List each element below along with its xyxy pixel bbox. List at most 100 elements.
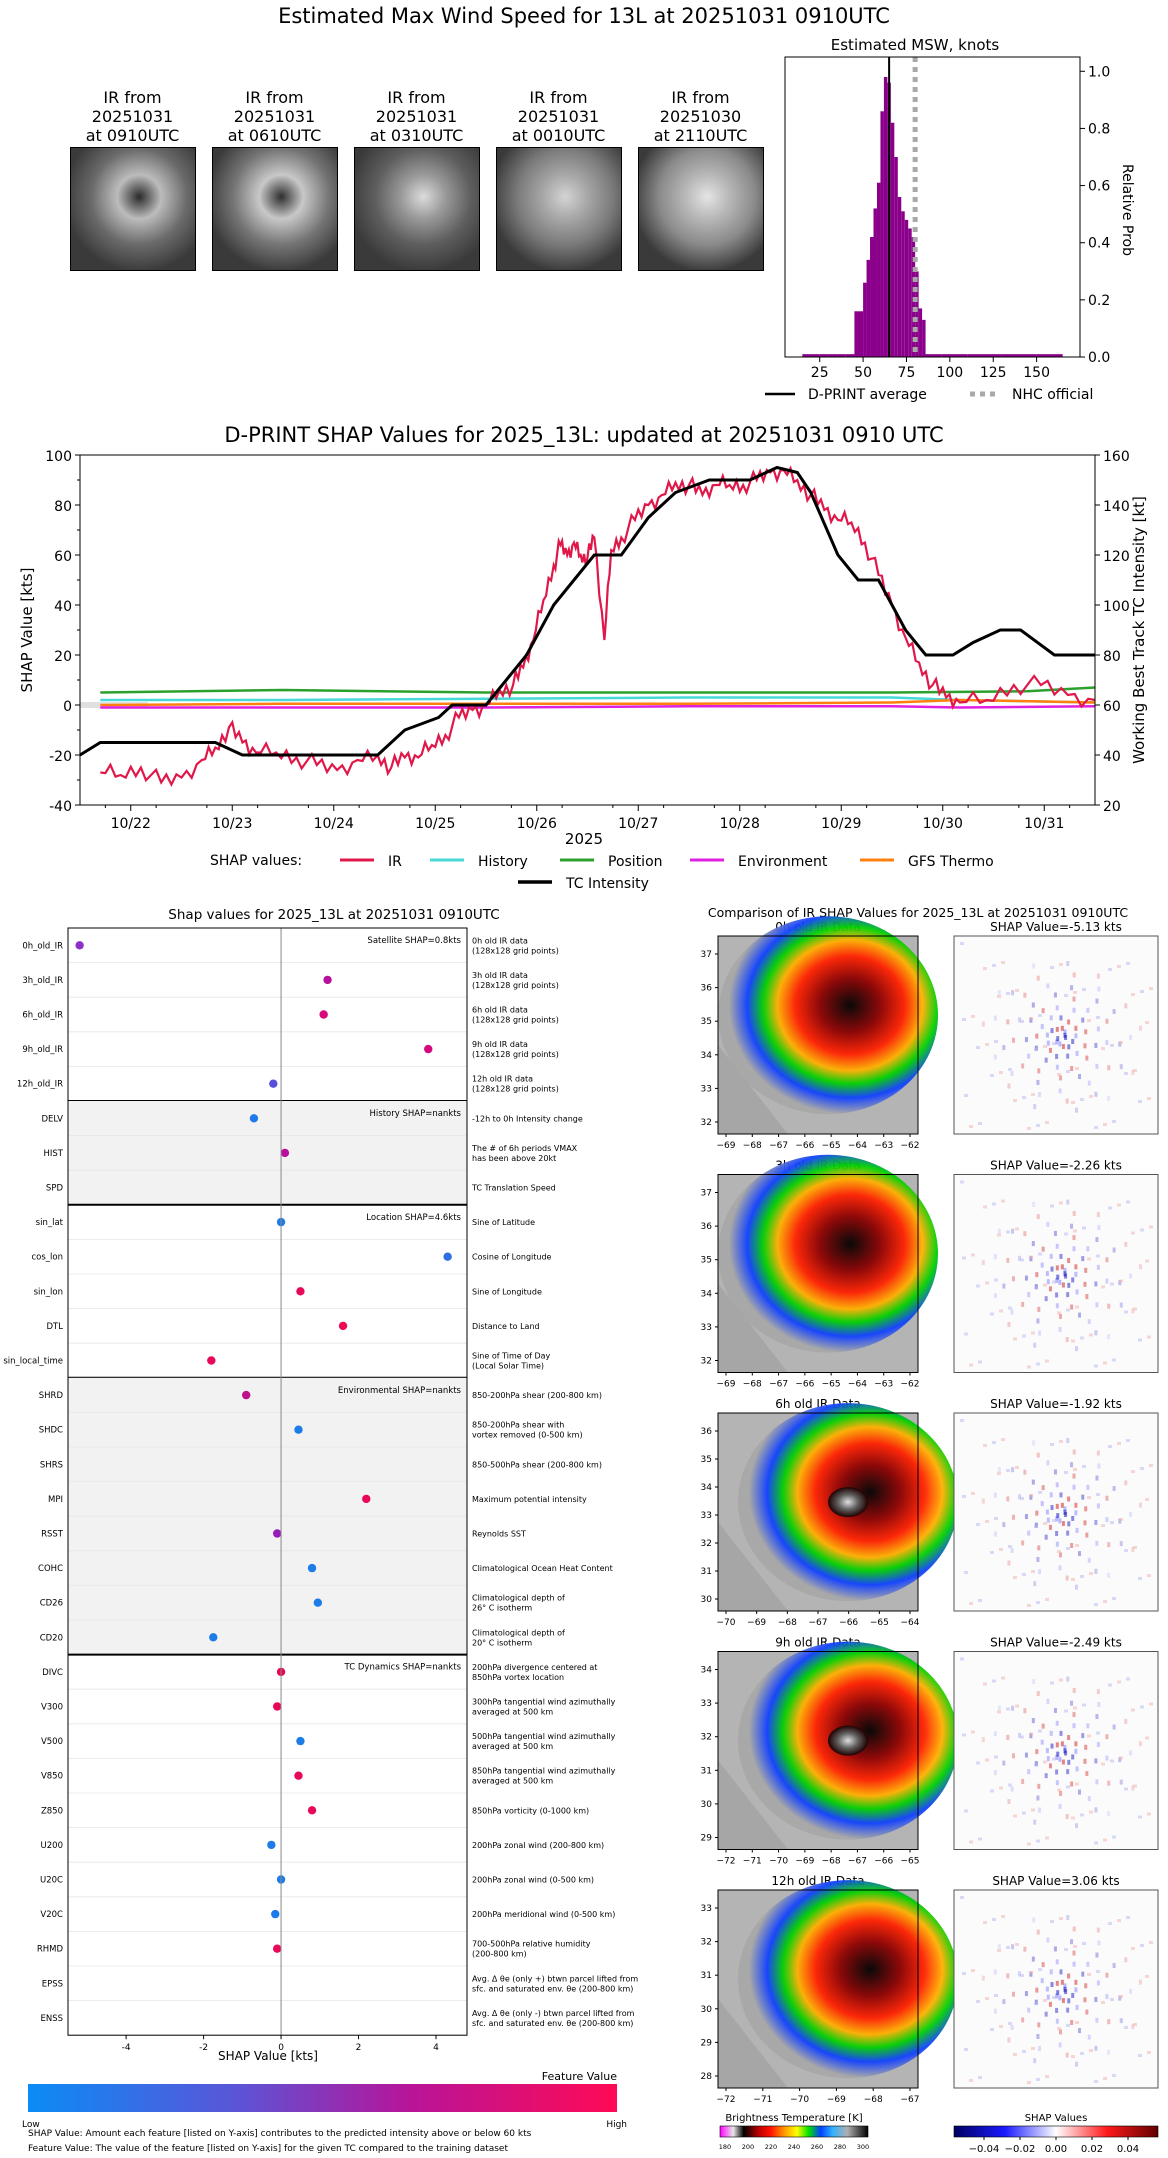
shap-noise-pixel <box>1133 2023 1137 2026</box>
feature-description: 20° C isotherm <box>472 1638 532 1647</box>
shap-pixel <box>1096 1980 1100 1986</box>
shap-noise-pixel <box>1038 1968 1042 1971</box>
shap-pixel <box>1081 1733 1085 1739</box>
feature-description: -12h to 0h Intensity change <box>472 1114 583 1123</box>
histogram-bar <box>802 354 812 357</box>
timeseries-ylabel: SHAP Value [kts] <box>18 568 36 693</box>
shap-pixel <box>1002 1045 1006 1051</box>
ir-ytick-label: 33 <box>701 1904 712 1914</box>
shap-pixel <box>1081 1256 1085 1262</box>
feature-label: V850 <box>41 1772 63 1782</box>
shap-noise-pixel <box>964 1809 968 1813</box>
timeseries-y2tick-label: 120 <box>1103 549 1130 565</box>
shap-noise-pixel <box>1101 1285 1105 1289</box>
histogram-ytick-label: 0.6 <box>1088 179 1110 195</box>
shap-pixel <box>1072 1723 1076 1729</box>
shap-noise-pixel <box>969 1840 973 1844</box>
shap-pixel <box>1071 1277 1075 1283</box>
bt-colorbar-tick: 300 <box>857 2143 869 2151</box>
shap-pixel <box>1063 1267 1067 1273</box>
feature-label: CD26 <box>40 1599 63 1609</box>
shap-pixel <box>1084 1744 1088 1750</box>
feature-xtick-label: 4 <box>433 2043 439 2053</box>
shap-pixel <box>1078 1312 1082 1318</box>
histogram-xtick-label: 75 <box>898 365 916 381</box>
shap-pixel <box>1055 1005 1059 1011</box>
bt-colorbar-tick: 240 <box>788 2143 800 2151</box>
shap-noise-pixel <box>1138 1815 1142 1819</box>
shap-pixel <box>1021 1778 1025 1784</box>
shap-pixel <box>1094 1330 1098 1336</box>
shap-pixel <box>1094 1042 1098 1048</box>
shap-pixel <box>1105 1994 1109 2000</box>
shap-noise-pixel <box>1117 1203 1121 1207</box>
shap-pixel <box>1074 1741 1078 1747</box>
shap-pixel <box>1046 1279 1050 1285</box>
feature-label: RHMD <box>37 1945 64 1955</box>
shap-image-base <box>954 1651 1158 1850</box>
shap-noise-pixel <box>1140 1705 1144 1709</box>
feature-description: The # of 6h periods VMAX <box>471 1144 578 1153</box>
shap-pixel <box>1081 1971 1085 1977</box>
timeseries-ytick-label: 60 <box>54 549 72 565</box>
shap-image-base <box>954 1413 1158 1611</box>
group-header: Environmental SHAP=nankts <box>338 1386 462 1396</box>
ir-xtick-label: −65 <box>901 1857 920 1867</box>
shap-pixel <box>1094 1568 1098 1574</box>
shap-noise-pixel <box>1082 1942 1086 1945</box>
shap-noise-pixel <box>971 1253 975 1257</box>
timeseries-legend: SHAP values: IR History Position Environmen… <box>210 853 994 892</box>
ir-comparison-title: Comparison of IR SHAP Values for 2025_13… <box>708 905 1128 920</box>
shap-noise-pixel <box>1080 2052 1084 2055</box>
shap-pixel <box>1055 1503 1059 1509</box>
timeseries-ytick-label: 40 <box>54 599 72 615</box>
shap-pixel <box>1119 1064 1123 1070</box>
feature-description: 6h old IR data <box>472 1006 528 1015</box>
feature-label: DTL <box>47 1322 64 1332</box>
shap-pixel <box>1036 1795 1040 1801</box>
shap-pixel <box>997 1467 1001 1473</box>
shap-point <box>319 1010 328 1019</box>
shap-pixel <box>993 1054 997 1060</box>
shap-pixel <box>1119 1779 1123 1785</box>
shap-pixel <box>1065 1814 1069 1820</box>
group-header: Satellite SHAP=0.8kts <box>367 936 461 946</box>
shap-noise-pixel <box>1031 1093 1035 1096</box>
shap-noise-pixel <box>1064 1709 1068 1713</box>
ir-xtick-label: −66 <box>795 1380 814 1390</box>
shap-pixel <box>1070 985 1074 991</box>
shap-noise-pixel <box>1013 1099 1017 1102</box>
shap-pixel <box>1055 1292 1059 1298</box>
thumbnail-label: IR from 20251030 at 2110UTC <box>628 88 773 145</box>
ir-thumbnail-image <box>638 147 764 271</box>
timeseries-ytick-label: 100 <box>45 449 72 465</box>
shap-pixel <box>1074 1033 1078 1039</box>
feature-label: 0h_old_IR <box>22 941 63 951</box>
shap-noise-pixel <box>1015 1704 1019 1708</box>
thumbnail-label-line: IR from <box>529 88 588 107</box>
histogram-bar <box>866 259 871 357</box>
timeseries-xtick-label: 10/28 <box>720 816 760 832</box>
shap-noise-pixel <box>1108 1206 1112 1210</box>
shap-pixel <box>1055 1780 1059 1786</box>
shap-noise-pixel <box>1145 1021 1149 1024</box>
shap-pixel <box>1002 1999 1006 2005</box>
ir-ytick-label: 32 <box>701 1118 712 1128</box>
shap-point <box>294 1771 303 1780</box>
shap-pixel <box>1055 1516 1059 1522</box>
shap-pixel <box>1049 1253 1053 1259</box>
feature-label: 12h_old_IR <box>17 1080 63 1090</box>
shap-pixel <box>1095 1952 1099 1958</box>
shap-noise-pixel <box>962 1972 966 1975</box>
ir-xtick-label: −68 <box>822 1857 841 1867</box>
shap-noise-pixel <box>1050 966 1054 969</box>
shap-pixel <box>1067 1282 1071 1288</box>
shap-pixel <box>1049 1492 1053 1498</box>
shap-noise-pixel <box>994 1040 998 1043</box>
shap-pixel <box>1074 1748 1078 1754</box>
shap-pixel <box>1029 1017 1033 1023</box>
shap-noise-pixel <box>1008 1306 1012 1310</box>
shap-noise-pixel <box>1126 962 1130 965</box>
shap-pixel <box>1006 1496 1010 1502</box>
shap-pixel <box>1035 1272 1039 1278</box>
